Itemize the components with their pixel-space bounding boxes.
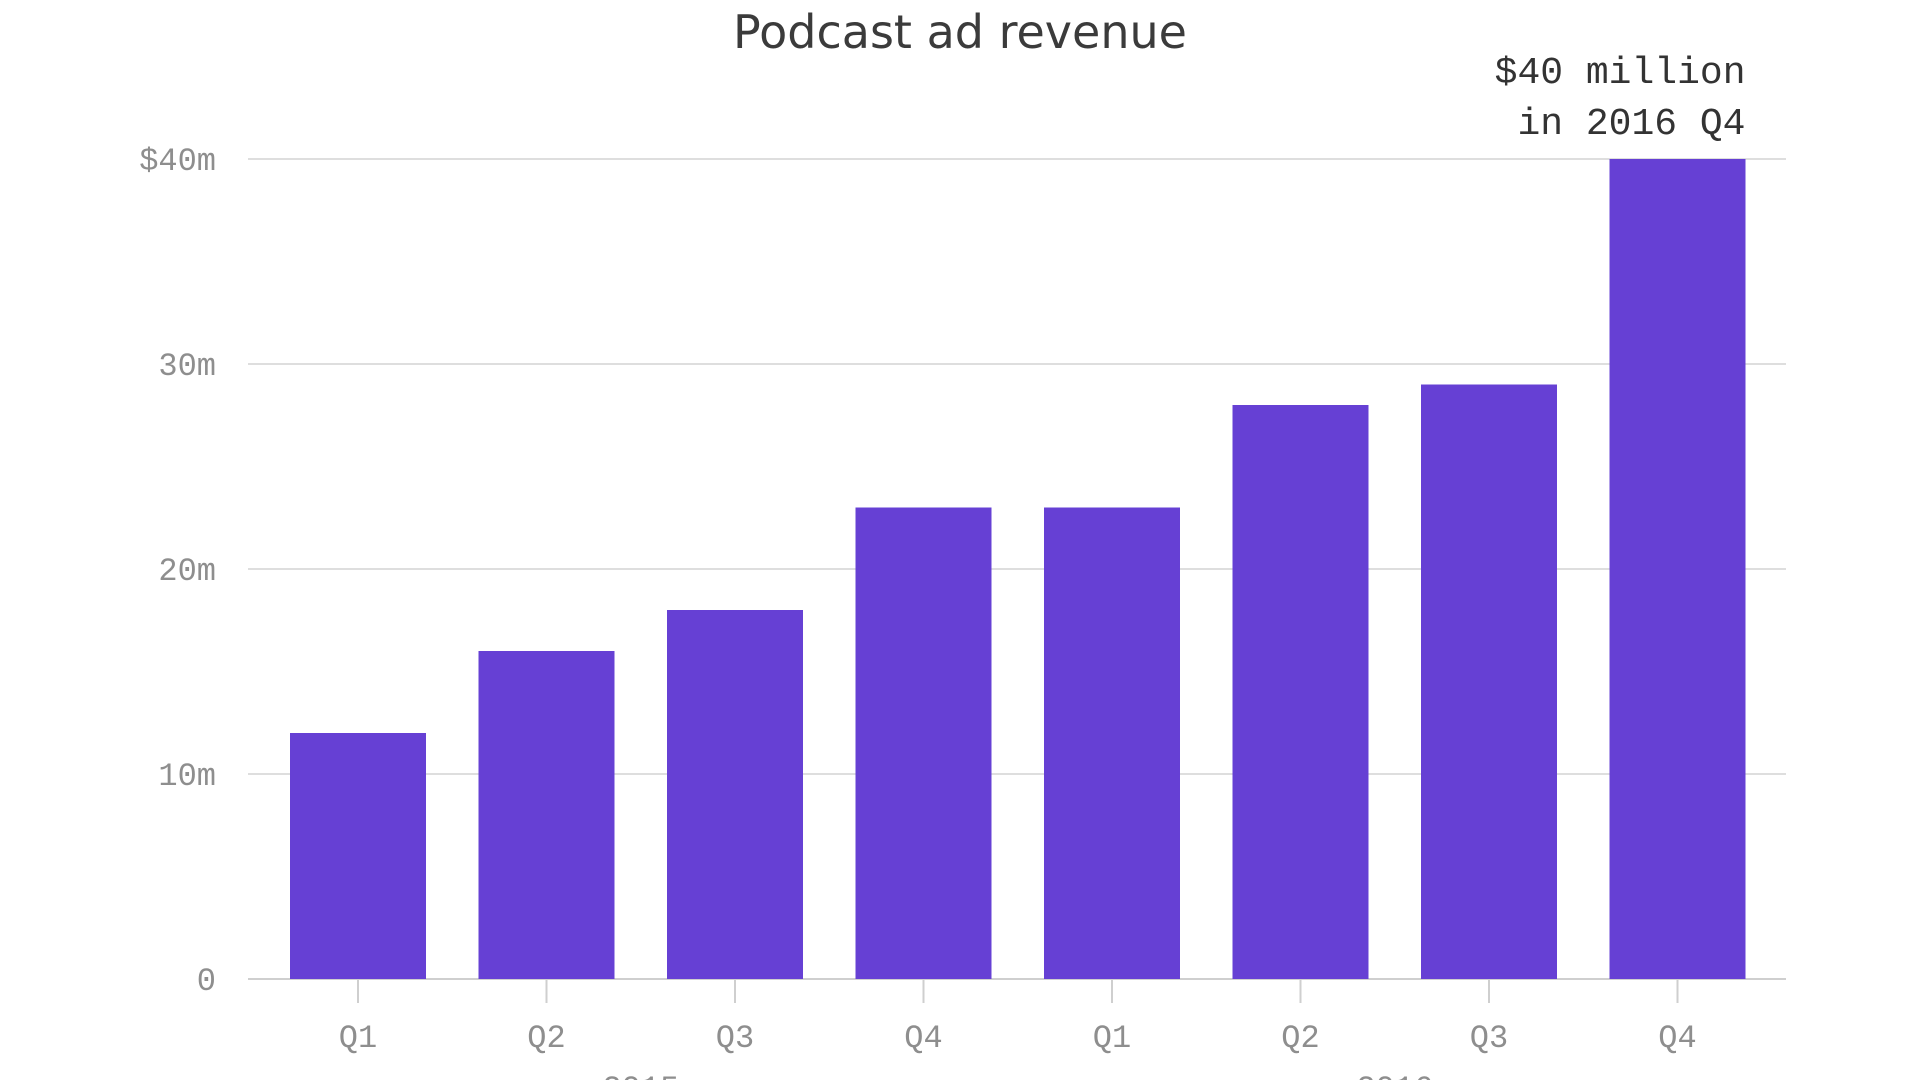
year-groups: 2015 2016 [602, 1071, 1433, 1080]
bars [290, 159, 1746, 979]
bar [855, 507, 992, 979]
annotation: $40 million in 2016 Q4 [1495, 52, 1746, 146]
x-tick-label: Q1 [1093, 1020, 1131, 1057]
x-tick-label: Q2 [527, 1020, 565, 1057]
x-tick-label: Q4 [1658, 1020, 1696, 1057]
bar [1232, 405, 1369, 979]
year-group-label: 2016 [1356, 1071, 1433, 1080]
x-axis-ticks: Q1 Q2 Q3 Q4 Q1 Q2 Q3 Q4 [339, 979, 1697, 1057]
x-tick-label: Q4 [904, 1020, 942, 1057]
y-axis-ticks: 0 10m 20m 30m $40m [139, 143, 216, 1000]
x-tick-label: Q3 [716, 1020, 754, 1057]
bar [290, 733, 426, 979]
y-tick-label: 20m [158, 553, 216, 590]
y-tick-label: 30m [158, 348, 216, 385]
x-tick-label: Q1 [339, 1020, 377, 1057]
x-tick-label: Q3 [1470, 1020, 1508, 1057]
bar [1044, 507, 1180, 979]
y-tick-label: 10m [158, 758, 216, 795]
y-tick-label: $40m [139, 143, 216, 180]
bar [667, 610, 803, 979]
annotation-line: in 2016 Q4 [1517, 103, 1745, 146]
annotation-line: $40 million [1495, 52, 1746, 95]
x-tick-label: Q2 [1281, 1020, 1319, 1057]
year-group-label: 2015 [602, 1071, 679, 1080]
y-tick-label: 0 [197, 963, 216, 1000]
chart-title: Podcast ad revenue [733, 5, 1187, 59]
bar [478, 651, 615, 979]
bar [1609, 159, 1746, 979]
bar [1421, 384, 1557, 979]
